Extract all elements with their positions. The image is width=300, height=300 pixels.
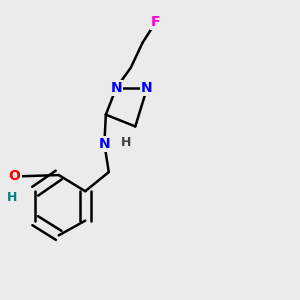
Text: F: F xyxy=(151,15,160,29)
Text: N: N xyxy=(141,81,153,95)
Text: H: H xyxy=(6,191,17,204)
Text: N: N xyxy=(98,137,110,151)
Text: H: H xyxy=(121,136,131,149)
Text: O: O xyxy=(9,169,20,184)
Text: N: N xyxy=(110,81,122,95)
